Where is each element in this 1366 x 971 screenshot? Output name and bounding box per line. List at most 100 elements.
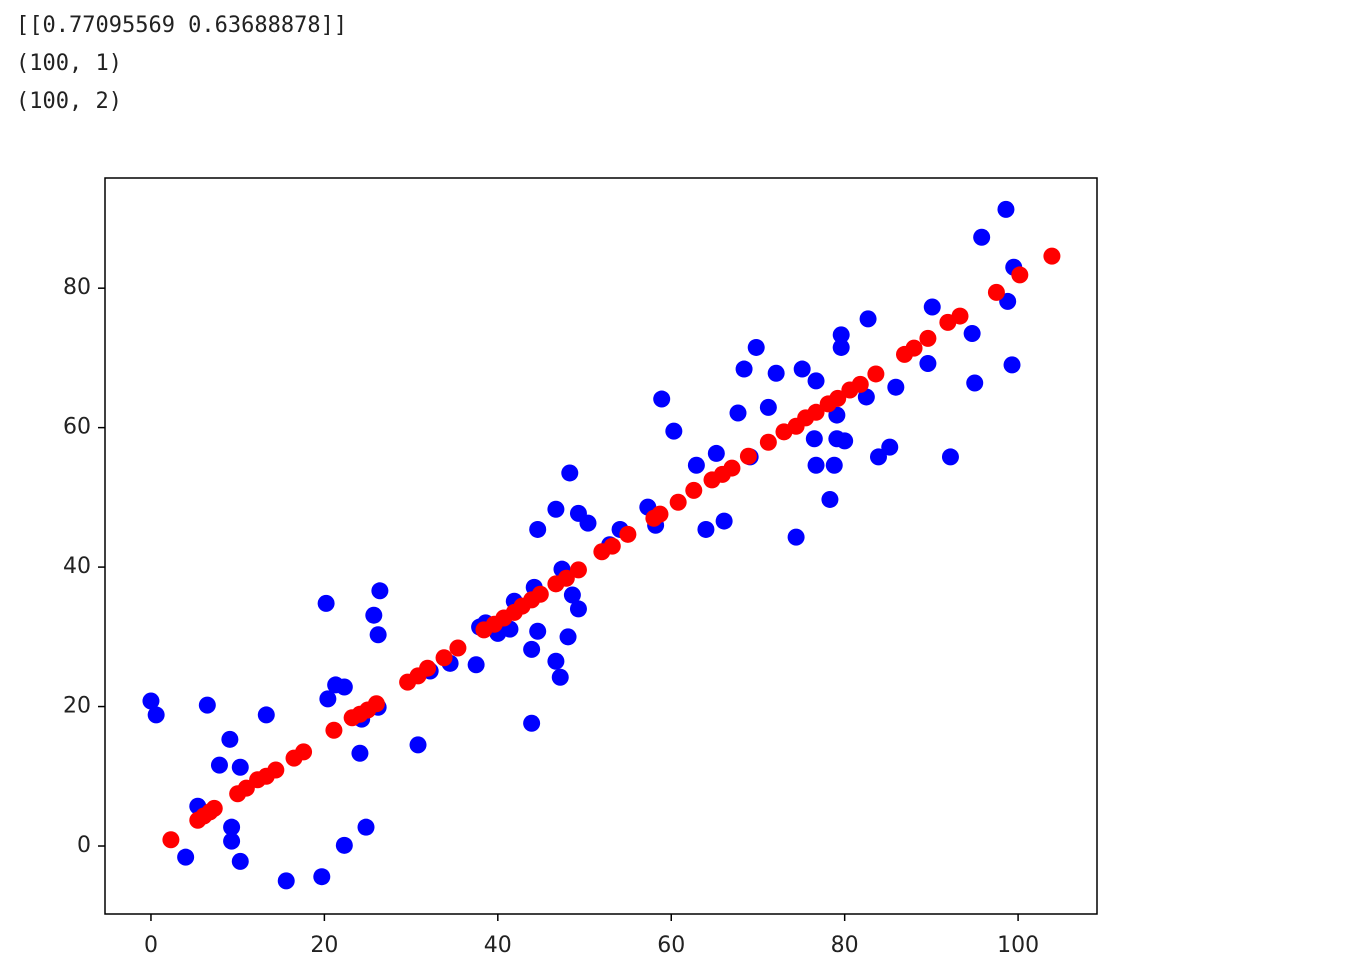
point: [221, 730, 239, 748]
point: [619, 525, 637, 543]
point: [357, 818, 375, 836]
point: [267, 761, 285, 779]
point: [351, 744, 369, 762]
point: [685, 481, 703, 499]
point: [729, 404, 747, 422]
point: [369, 626, 387, 644]
x-tick-label: 80: [831, 933, 859, 958]
point: [435, 649, 453, 667]
point: [313, 868, 331, 886]
point: [319, 690, 337, 708]
point: [919, 329, 937, 347]
point: [277, 872, 295, 890]
point: [687, 456, 705, 474]
point: [367, 695, 385, 713]
point: [523, 714, 541, 732]
point: [759, 433, 777, 451]
output-line: [[0.77095569 0.63688878]]: [16, 13, 348, 38]
point: [973, 228, 991, 246]
point: [603, 537, 621, 555]
point: [747, 338, 765, 356]
point: [198, 696, 216, 714]
x-tick-label: 20: [310, 933, 338, 958]
point: [941, 448, 959, 466]
point: [829, 389, 847, 407]
point: [561, 464, 579, 482]
point: [177, 848, 195, 866]
x-tick-label: 100: [997, 933, 1039, 958]
point: [919, 354, 937, 372]
point: [739, 447, 757, 465]
point: [365, 606, 383, 624]
point: [807, 403, 825, 421]
point: [651, 505, 669, 523]
point: [697, 520, 715, 538]
x-tick-label: 0: [144, 933, 158, 958]
point: [887, 378, 905, 396]
point: [1043, 247, 1061, 265]
point: [999, 292, 1017, 310]
point: [325, 721, 343, 739]
point: [715, 512, 733, 530]
point: [231, 758, 249, 776]
y-tick-label: 40: [63, 554, 91, 579]
plot-frame: [104, 177, 1098, 915]
point: [665, 422, 683, 440]
point: [997, 200, 1015, 218]
point: [257, 706, 275, 724]
point: [529, 520, 547, 538]
point: [295, 743, 313, 761]
point: [735, 360, 753, 378]
point: [559, 628, 577, 646]
x-tick-label: 40: [484, 933, 512, 958]
point: [653, 390, 671, 408]
point: [569, 600, 587, 618]
point: [767, 364, 785, 382]
x-tick-label: 60: [657, 933, 685, 958]
point: [869, 448, 887, 466]
point: [966, 374, 984, 392]
point: [859, 310, 877, 328]
point: [905, 339, 923, 357]
point: [832, 338, 850, 356]
point: [371, 582, 389, 600]
point: [821, 490, 839, 508]
point: [531, 585, 549, 603]
point: [419, 659, 437, 677]
output-text: [[0.77095569 0.63688878]] (100, 1) (100,…: [16, 7, 347, 121]
point: [851, 375, 869, 393]
point: [669, 493, 687, 511]
point: [1003, 356, 1021, 374]
point: [409, 736, 427, 754]
point: [805, 430, 823, 448]
point: [557, 569, 575, 587]
point: [317, 594, 335, 612]
point: [787, 528, 805, 546]
point: [836, 432, 854, 450]
point: [825, 456, 843, 474]
y-tick-label: 20: [63, 694, 91, 719]
point: [707, 444, 725, 462]
point: [523, 640, 541, 658]
point: [569, 561, 587, 579]
point: [923, 298, 941, 316]
point: [162, 831, 180, 849]
point: [529, 622, 547, 640]
point: [723, 459, 741, 477]
point: [987, 283, 1005, 301]
point: [793, 360, 811, 378]
point: [832, 326, 850, 344]
point: [223, 818, 241, 836]
point: [759, 398, 777, 416]
point: [563, 586, 581, 604]
point: [881, 438, 899, 456]
point: [547, 500, 565, 518]
point: [807, 372, 825, 390]
point: [223, 832, 241, 850]
point: [210, 756, 228, 774]
point: [449, 639, 467, 657]
point: [867, 365, 885, 383]
point: [205, 799, 223, 817]
